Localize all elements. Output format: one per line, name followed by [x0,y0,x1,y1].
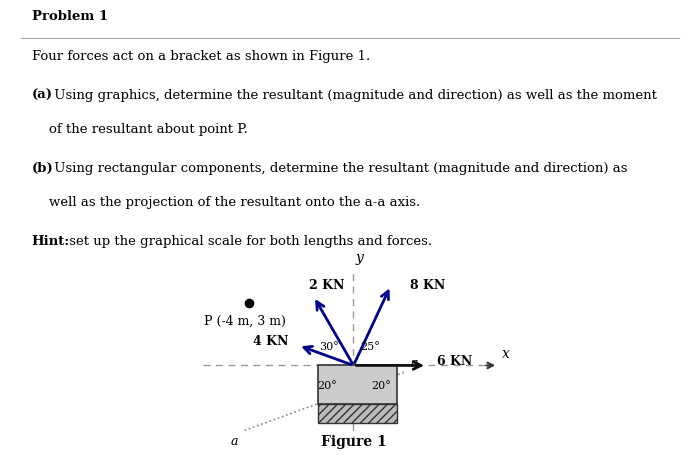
Text: (a): (a) [32,89,52,102]
Text: Four forces act on a bracket as shown in Figure 1.: Four forces act on a bracket as shown in… [32,49,370,63]
Bar [318,404,398,423]
Text: Using rectangular components, determine the resultant (magnitude and direction) : Using rectangular components, determine … [50,162,628,174]
Text: Hint:: Hint: [32,234,70,248]
Text: (b): (b) [32,162,53,174]
Text: y: y [356,251,363,265]
Text: 6 KN: 6 KN [438,355,472,368]
Text: 20°: 20° [317,382,337,392]
Text: well as the projection of the resultant onto the a-a axis.: well as the projection of the resultant … [32,196,420,208]
Bar [318,365,398,404]
Text: 30°: 30° [319,343,339,353]
Text: a: a [410,356,418,370]
Text: Problem 1: Problem 1 [32,11,108,23]
Text: of the resultant about point P.: of the resultant about point P. [32,123,247,136]
Text: Figure 1: Figure 1 [321,435,386,449]
Text: Using graphics, determine the resultant (magnitude and direction) as well as the: Using graphics, determine the resultant … [50,89,657,102]
Text: 25°: 25° [360,343,379,353]
Text: 8 KN: 8 KN [410,279,444,292]
Text: 2 KN: 2 KN [309,279,344,292]
Text: set up the graphical scale for both lengths and forces.: set up the graphical scale for both leng… [65,234,432,248]
Text: a: a [231,435,238,447]
Text: x: x [503,347,510,361]
Text: 4 KN: 4 KN [253,335,288,348]
Text: P (-4 m, 3 m): P (-4 m, 3 m) [204,315,286,328]
Text: 20°: 20° [371,382,391,392]
